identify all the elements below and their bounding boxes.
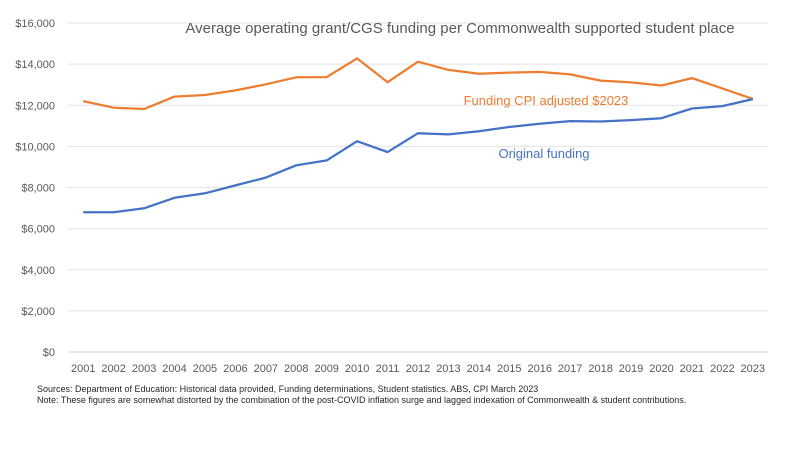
x-tick-label: 2007 bbox=[254, 363, 278, 375]
y-tick-label: $4,000 bbox=[21, 265, 55, 277]
x-tick-label: 2019 bbox=[619, 363, 643, 375]
x-tick-label: 2009 bbox=[314, 363, 338, 375]
x-tick-label: 2011 bbox=[376, 363, 400, 375]
x-axis-tick-labels: 2001 2002 2003 2004 2005 2006 2007 2008 2009 2010… bbox=[71, 363, 765, 375]
x-tick-label: 2002 bbox=[101, 363, 125, 375]
x-tick-label: 2010 bbox=[345, 363, 369, 375]
x-tick-label: 2016 bbox=[527, 363, 551, 375]
y-tick-label: $0 bbox=[43, 347, 55, 359]
x-tick-label: 2015 bbox=[497, 363, 521, 375]
x-tick-label: 2001 bbox=[71, 363, 95, 375]
y-tick-label: $2,000 bbox=[21, 306, 55, 318]
series-line-funding-cpi-adjusted-2023 bbox=[82, 57, 754, 111]
x-tick-label: 2017 bbox=[558, 363, 582, 375]
x-tick-label: 2003 bbox=[132, 363, 156, 375]
x-tick-label: 2006 bbox=[223, 363, 247, 375]
x-tick-label: 2022 bbox=[710, 363, 734, 375]
x-tick-label: 2008 bbox=[284, 363, 308, 375]
x-tick-label: 2005 bbox=[193, 363, 217, 375]
x-tick-label: 2020 bbox=[649, 363, 673, 375]
series-lines bbox=[82, 57, 754, 214]
y-tick-label: $12,000 bbox=[15, 100, 55, 112]
series-line-original-funding bbox=[83, 98, 754, 214]
chart-notes: Sources: Department of Education: Histor… bbox=[37, 384, 777, 406]
line-chart: $0 $2,000 $4,000 $6,000 $8,000 $10,000 $12,000… bbox=[15, 18, 768, 375]
x-tick-label: 2018 bbox=[588, 363, 612, 375]
series-label-original-funding: Original funding bbox=[498, 146, 589, 161]
series-label-cpi-adjusted: Funding CPI adjusted $2023 bbox=[464, 93, 629, 108]
sources-note: Sources: Department of Education: Histor… bbox=[37, 384, 539, 394]
chart-title: Average operating grant/CGS funding per … bbox=[185, 20, 734, 37]
y-axis-tick-labels: $0 $2,000 $4,000 $6,000 $8,000 $10,000 $12,000… bbox=[15, 18, 55, 359]
gridlines bbox=[68, 22, 768, 353]
y-tick-label: $16,000 bbox=[15, 18, 55, 30]
y-tick-label: $14,000 bbox=[15, 59, 55, 71]
x-tick-label: 2004 bbox=[162, 363, 186, 375]
y-tick-label: $6,000 bbox=[21, 224, 55, 236]
y-tick-label: $10,000 bbox=[15, 141, 55, 153]
y-tick-label: $8,000 bbox=[21, 183, 55, 195]
footnote: Note: These figures are somewhat distort… bbox=[37, 395, 687, 405]
x-tick-label: 2023 bbox=[741, 363, 765, 375]
x-tick-label: 2012 bbox=[406, 363, 430, 375]
x-tick-label: 2014 bbox=[467, 363, 491, 375]
x-tick-label: 2013 bbox=[436, 363, 460, 375]
x-tick-label: 2021 bbox=[680, 363, 704, 375]
